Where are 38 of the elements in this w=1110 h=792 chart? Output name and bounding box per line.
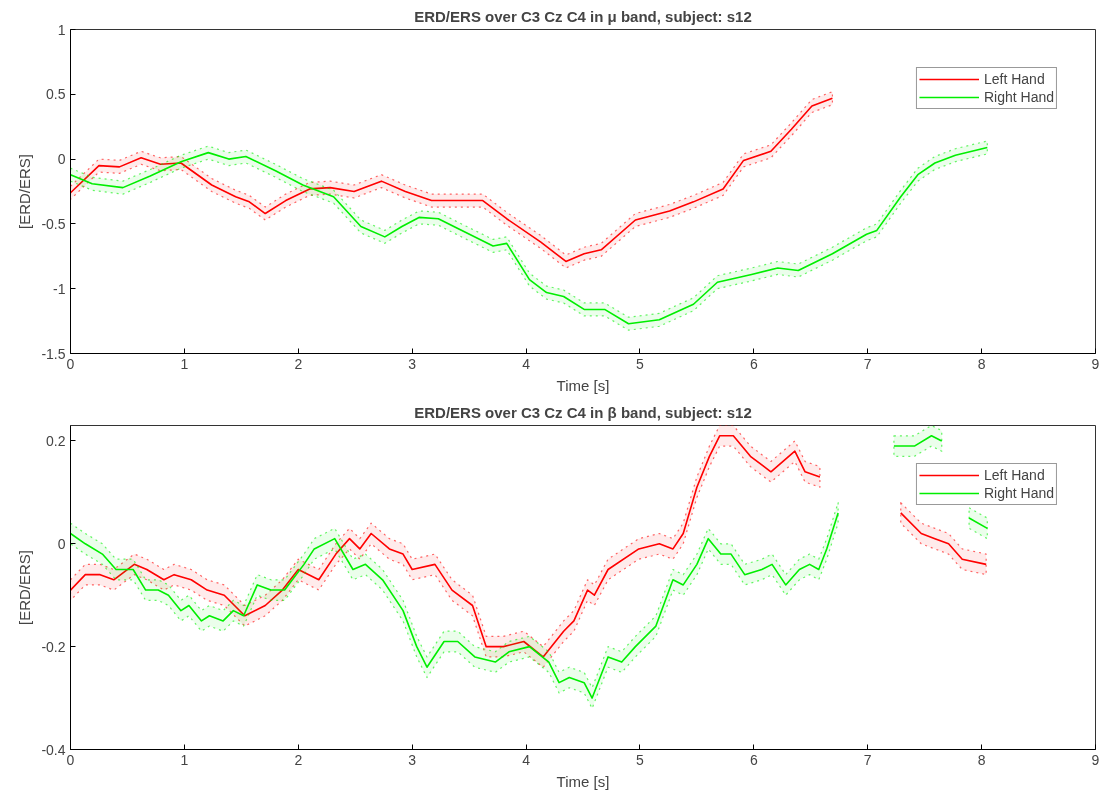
x-tick-label: 8 [977,355,986,372]
legend-label: Left Hand [983,466,1045,484]
x-tick-label: 7 [863,751,872,768]
y-tick-label: 1 [57,21,66,38]
x-tick-label: 6 [749,751,758,768]
x-tick-label: 2 [294,751,303,768]
x-tick-label: 4 [522,751,531,768]
x-tick-label: 8 [977,751,986,768]
chart-title: ERD/ERS over C3 Cz C4 in μ band, subject: s12 [414,7,752,25]
y-tick-label: 0.5 [46,86,66,103]
x-tick-label: 1 [180,751,189,768]
y-tick-label: -1.5 [41,345,66,362]
x-tick-label: 3 [408,355,417,372]
x-tick-label: 5 [636,751,645,768]
x-axis-title: Time [s] [556,376,610,394]
x-tick-label: 9 [1091,751,1100,768]
y-tick-label: 0 [57,535,66,552]
y-axis-title: [ERD/ERS] [16,549,34,626]
x-tick-label: 9 [1091,355,1100,372]
x-tick-label: 1 [180,355,189,372]
legend-label: Left Hand [983,70,1045,88]
x-tick-label: 5 [636,355,645,372]
x-tick-label: 3 [408,751,417,768]
x-tick-label: 2 [294,355,303,372]
y-tick-label: -0.5 [41,215,66,232]
y-tick-label: -0.2 [41,638,66,655]
x-tick-label: 6 [749,355,758,372]
y-axis-title: [ERD/ERS] [16,153,34,230]
x-tick-label: 4 [522,355,531,372]
legend-label: Right Hand [983,484,1054,502]
chart-title: ERD/ERS over C3 Cz C4 in β band, subject: s12 [414,403,752,421]
x-axis-title: Time [s] [556,772,610,790]
y-tick-label: 0 [57,151,66,168]
x-tick-label: 7 [863,355,872,372]
legend-label: Right Hand [983,88,1054,106]
y-tick-label: 0.2 [46,432,66,449]
y-tick-label: -1 [53,280,66,297]
y-tick-label: -0.4 [41,741,66,758]
